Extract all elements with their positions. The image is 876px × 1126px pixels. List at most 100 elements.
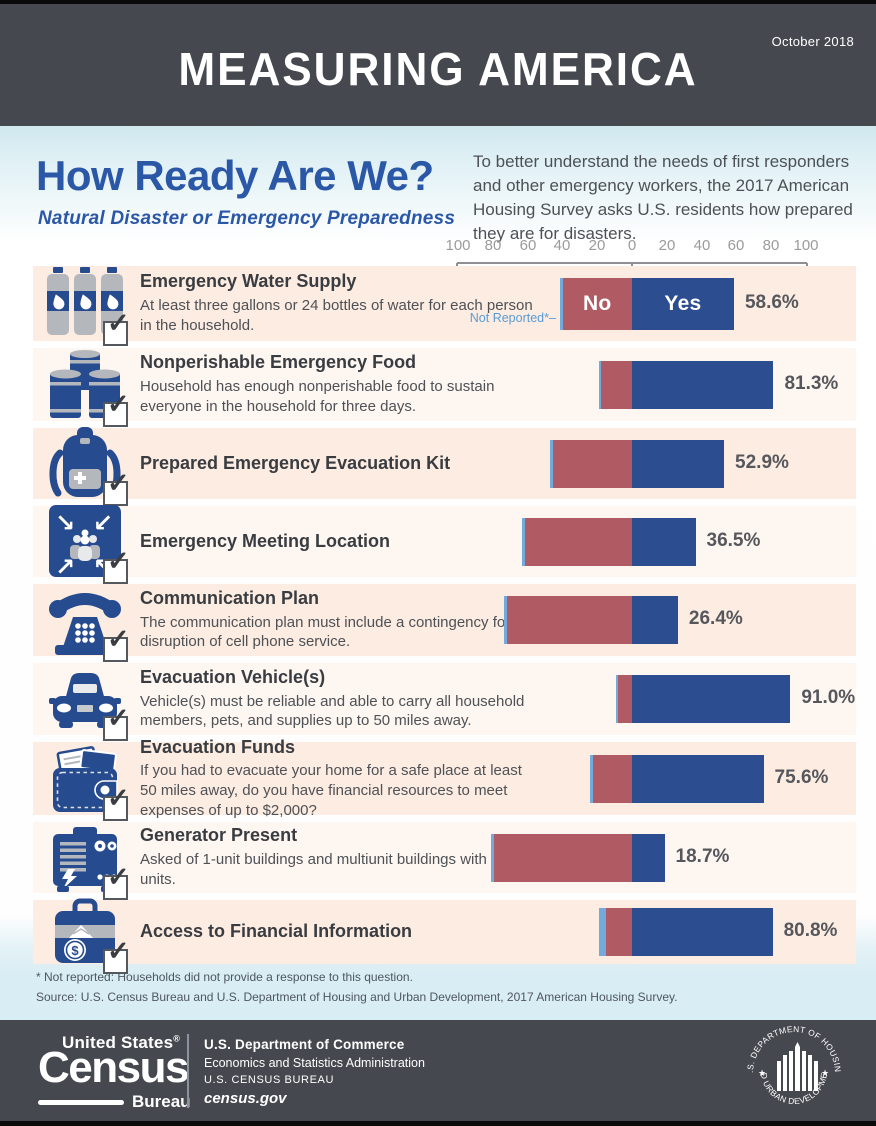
no-bar xyxy=(593,755,632,803)
axis-tick: 20 xyxy=(588,237,606,254)
no-bar xyxy=(606,908,632,956)
masthead: October 2018 MEASURING AMERICA xyxy=(0,4,876,126)
not-reported-bar xyxy=(598,908,607,956)
yes-bar xyxy=(632,834,665,882)
agency-line1: U.S. Department of Commerce xyxy=(204,1037,405,1052)
row-description: Vehicle(s) must be reliable and able to … xyxy=(140,692,525,730)
row-description: Asked of 1-unit buildings and multiunit … xyxy=(140,851,529,888)
axis-tick: 20 xyxy=(658,237,676,254)
yes-bar: Yes xyxy=(632,278,734,330)
checkbox-icon: ✓ xyxy=(103,784,130,821)
checkbox-icon: ✓ xyxy=(103,547,130,584)
agency-line2: Economics and Statistics Administration xyxy=(204,1056,425,1070)
svg-text:↙: ↙ xyxy=(93,509,113,537)
yes-percentage: 91.0% xyxy=(801,687,856,708)
axis-tick: 100 xyxy=(793,237,819,254)
yes-percentage: 81.3% xyxy=(784,372,839,394)
checkbox-icon: ✓ xyxy=(103,938,130,974)
footer-divider xyxy=(187,1034,189,1108)
row-icon-box: ↘ ↙ ↗ ↖ ✓ xyxy=(45,500,130,584)
no-bar: No xyxy=(562,278,632,330)
row-icon-box: ✓ xyxy=(45,262,130,346)
row-icon-box: ✓ xyxy=(45,343,130,427)
preparedness-row: ✓ Nonperishable Emergency Food Household… xyxy=(33,348,856,427)
axis-tick: 0 xyxy=(627,237,637,254)
footnotes: * Not reported: Households did not provi… xyxy=(36,968,677,1008)
yes-percentage: 36.5% xyxy=(706,529,761,551)
row-title: Generator Present xyxy=(140,825,298,846)
yes-bar xyxy=(632,755,764,803)
hud-seal-icon: U.S. DEPARTMENT OF HOUSING AND URBAN DEV… xyxy=(744,1021,843,1106)
not-reported-bar xyxy=(559,278,563,330)
issue-date: October 2018 xyxy=(771,34,854,49)
row-title: Access to Financial Information xyxy=(140,921,413,942)
preparedness-row: ✓ Communication Plan The communication p… xyxy=(33,584,856,662)
checkbox-icon: ✓ xyxy=(103,469,130,506)
page-top-border xyxy=(0,0,876,4)
axis-tick: 60 xyxy=(519,237,537,254)
yes-percentage: 52.9% xyxy=(735,451,789,473)
row-icon-box: ✓ xyxy=(45,657,130,741)
axis-tick: 40 xyxy=(693,237,711,254)
row-description: If you had to evacuate your home for a s… xyxy=(140,762,522,819)
checkbox-icon: ✓ xyxy=(103,863,130,900)
not-reported-bar xyxy=(503,596,508,644)
row-title: Nonperishable Emergency Food xyxy=(140,352,417,373)
yes-percentage: 58.6% xyxy=(744,291,799,313)
row-title: Evacuation Vehicle(s) xyxy=(140,666,326,687)
seal-star-right: ★ xyxy=(821,1068,829,1078)
row-description: The communication plan must include a co… xyxy=(140,613,536,651)
preparedness-row: ✓ Emergency Water Supply At least three … xyxy=(33,266,856,346)
row-icon-box: ✓ xyxy=(45,737,130,821)
not-reported-bar xyxy=(490,834,494,882)
census-bureau-logo: United States® Census Bureau xyxy=(38,1033,194,1112)
yes-percentage: 26.4% xyxy=(688,608,743,629)
row-description: Household has enough nonperishable food … xyxy=(140,378,495,415)
no-bar xyxy=(553,440,632,488)
preparedness-row: ↘ ↙ ↗ ↖ ✓ Emergency Meeting Location 36.… xyxy=(33,504,856,584)
yes-bar xyxy=(632,518,696,566)
report-description: To better understand the needs of first … xyxy=(473,152,853,244)
logo-united-states: United States xyxy=(62,1033,174,1052)
infographic-body: How Ready Are We? Natural Disaster or Em… xyxy=(0,126,876,1020)
seal-building xyxy=(777,1042,818,1091)
yes-percentage: 75.6% xyxy=(774,766,829,788)
row-title: Prepared Emergency Evacuation Kit xyxy=(140,452,451,473)
footer: United States® Census Bureau U.S. Depart… xyxy=(0,1020,876,1121)
no-bar xyxy=(601,361,632,409)
agency-line3: U.S. CENSUS BUREAU xyxy=(204,1074,334,1086)
page-title: MEASURING AMERICA xyxy=(178,43,698,95)
page-bottom-border xyxy=(0,1121,876,1126)
preparedness-row: ✓ Generator Present Asked of 1-unit buil… xyxy=(33,822,856,900)
yes-bar xyxy=(632,908,773,956)
not-reported-bar xyxy=(616,675,619,723)
no-bar xyxy=(507,596,632,644)
checkbox-icon: ✓ xyxy=(103,626,130,662)
preparedness-row: ✓ Prepared Emergency Evacuation Kit 52.9… xyxy=(33,426,856,506)
not-reported-bar xyxy=(521,518,525,566)
not-reported-bar xyxy=(550,440,553,488)
not-reported-bar xyxy=(589,755,593,803)
yes-bar xyxy=(632,361,774,409)
census-gov-link[interactable]: census.gov xyxy=(204,1090,287,1107)
axis-tick: 40 xyxy=(553,237,571,254)
checkbox-icon: ✓ xyxy=(103,705,130,741)
footnote-source: Source: U.S. Census Bureau and U.S. Depa… xyxy=(36,989,678,1004)
row-icon-box: $ ✓ xyxy=(45,890,130,974)
yes-percentage: 18.7% xyxy=(675,845,730,867)
no-bar xyxy=(494,834,632,882)
row-title: Evacuation Funds xyxy=(140,736,296,757)
seal-star-left: ★ xyxy=(758,1068,766,1078)
axis-tick: 60 xyxy=(727,237,745,254)
yes-bar xyxy=(632,440,725,488)
row-title: Communication Plan xyxy=(140,587,320,608)
row-description: At least three gallons or 24 bottles of … xyxy=(140,297,533,334)
preparedness-row: ✓ Evacuation Vehicle(s) Vehicle(s) must … xyxy=(33,663,856,741)
svg-text:U.S. DEPARTMENT OF HOUSING: U.S. DEPARTMENT OF HOUSING xyxy=(744,1021,843,1073)
row-icon-box: ✓ xyxy=(45,422,130,506)
no-bar xyxy=(618,675,632,723)
logo-census: Census xyxy=(38,1043,189,1092)
row-icon-box: ✓ xyxy=(45,578,130,662)
checkbox-icon: ✓ xyxy=(103,390,130,427)
no-bar xyxy=(524,518,632,566)
